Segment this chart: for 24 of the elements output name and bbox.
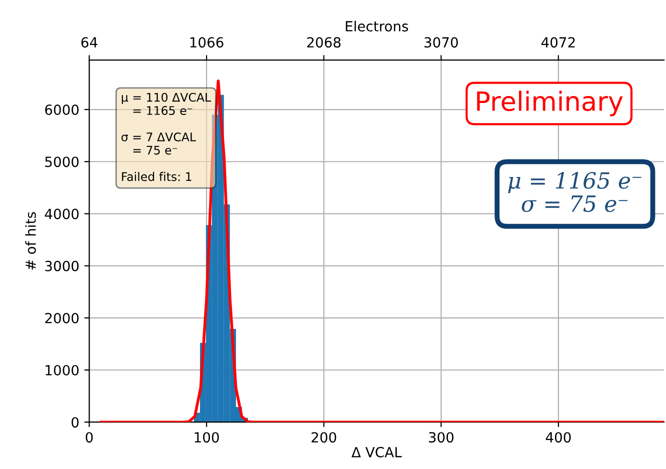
y-tick-label: 3000 [45,260,79,272]
x2-tick-label: 64 [81,37,98,48]
x-tick-label: 400 [546,432,571,443]
line-series [100,79,664,422]
y-tick-label: 5000 [45,156,79,168]
text: μ = 110 ΔVCAL = 1165 e⁻ σ = 7 ΔVCAL = 75 e⁻ Failed fits: 1 [122,92,212,182]
x2-axis-title: Electrons [346,20,408,32]
y-axis-title: # of hits [25,212,36,270]
x-tick-label: 300 [428,432,454,443]
y-tick-label: 0 [72,417,79,428]
x2-tick-label: 4072 [541,37,575,48]
x-axis-title: Δ VCAL [352,446,402,458]
x2-tick-label: 3070 [424,37,458,48]
x2-tick-label: 2068 [307,37,341,48]
y-tick-label: 2000 [45,312,79,324]
x-tick-label: 0 [86,432,93,443]
annotation: μ = 1165 e⁻ σ = 75 e⁻ [508,172,642,212]
y-tick-label: 6000 [45,104,79,115]
annotation: Preliminary [477,90,623,116]
y-tick-label: 4000 [44,208,79,220]
x-tick-label: 100 [194,432,219,443]
x2-tick-label: 1066 [190,37,224,48]
x-tick-label: 200 [312,432,336,443]
y-tick-label: 1000 [46,364,79,376]
